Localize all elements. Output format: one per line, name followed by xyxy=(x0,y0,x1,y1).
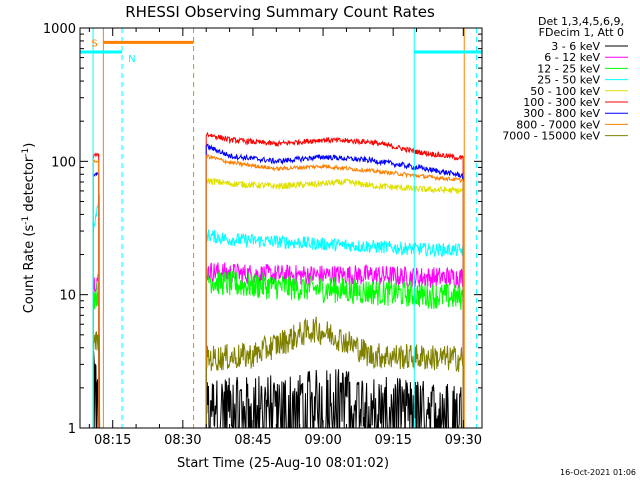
x-tick-label-5: 09:30 xyxy=(445,433,482,448)
y-axis-label-main: Count Rate (s xyxy=(22,225,37,314)
series-trace-8-segment-0 xyxy=(92,331,101,428)
series-trace-4-segment-0 xyxy=(205,177,464,428)
series-trace-5-segment-0 xyxy=(92,152,100,428)
legend-label-4: 50 - 100 keV xyxy=(530,85,600,98)
legend-label-6: 300 - 800 keV xyxy=(523,107,600,120)
legend-label-1: 6 - 12 keV xyxy=(544,51,600,64)
x-tick-label-1: 08:30 xyxy=(164,433,201,448)
y-axis-label-sup1: -1 xyxy=(21,216,31,225)
series-trace-2-segment-1 xyxy=(205,267,464,428)
y-tick-label-1: 10 xyxy=(59,289,76,304)
legend-label-2: 12 - 25 keV xyxy=(537,62,600,75)
y-axis-label-end: ) xyxy=(22,143,37,148)
y-tick-label-3: 1000 xyxy=(43,22,76,37)
series-trace-0-segment-1 xyxy=(205,369,464,428)
legend-label-3: 25 - 50 keV xyxy=(537,74,600,87)
legend: Det 1,3,4,5,6,9,FDecim 1, Att 03 - 6 keV… xyxy=(502,15,628,143)
y-axis-label: Count Rate (s-1 detector-1) xyxy=(21,143,37,314)
series-trace-7-segment-1 xyxy=(205,153,464,428)
chart-title: RHESSI Observing Summary Count Rates xyxy=(125,3,435,21)
series-trace-3-segment-1 xyxy=(205,229,464,428)
series-trace-6-segment-1 xyxy=(205,143,464,428)
legend-label-8: 7000 - 15000 keV xyxy=(502,130,600,143)
flag-label-1: N xyxy=(128,54,135,65)
series-trace-5-segment-1 xyxy=(205,131,464,428)
x-tick-label-2: 08:45 xyxy=(234,433,271,448)
y-axis-label-mid: detector xyxy=(22,156,37,216)
series-trace-8-segment-1 xyxy=(205,316,464,428)
timestamp: 16-Oct-2021 01:06 xyxy=(560,468,636,477)
x-tick-label-4: 09:15 xyxy=(374,433,411,448)
legend-header-line-0: Det 1,3,4,5,6,9, xyxy=(538,15,624,28)
x-tick-label-0: 08:15 xyxy=(94,433,131,448)
x-tick-label-3: 09:00 xyxy=(304,433,341,448)
y-tick-label-0: 1 xyxy=(68,422,76,437)
y-tick-label-2: 100 xyxy=(51,155,76,170)
x-axis-label: Start Time (25-Aug-10 08:01:02) xyxy=(177,456,389,471)
legend-label-7: 800 - 7000 keV xyxy=(516,118,600,131)
series-trace-7-segment-0 xyxy=(92,159,100,428)
legend-label-5: 100 - 300 keV xyxy=(523,96,600,109)
legend-label-0: 3 - 6 keV xyxy=(551,40,600,53)
y-axis-label-sup2: -1 xyxy=(21,148,31,157)
plot-frame xyxy=(79,27,483,429)
flag-label-0: S xyxy=(91,38,97,49)
legend-header-line-1: FDecim 1, Att 0 xyxy=(539,26,624,39)
